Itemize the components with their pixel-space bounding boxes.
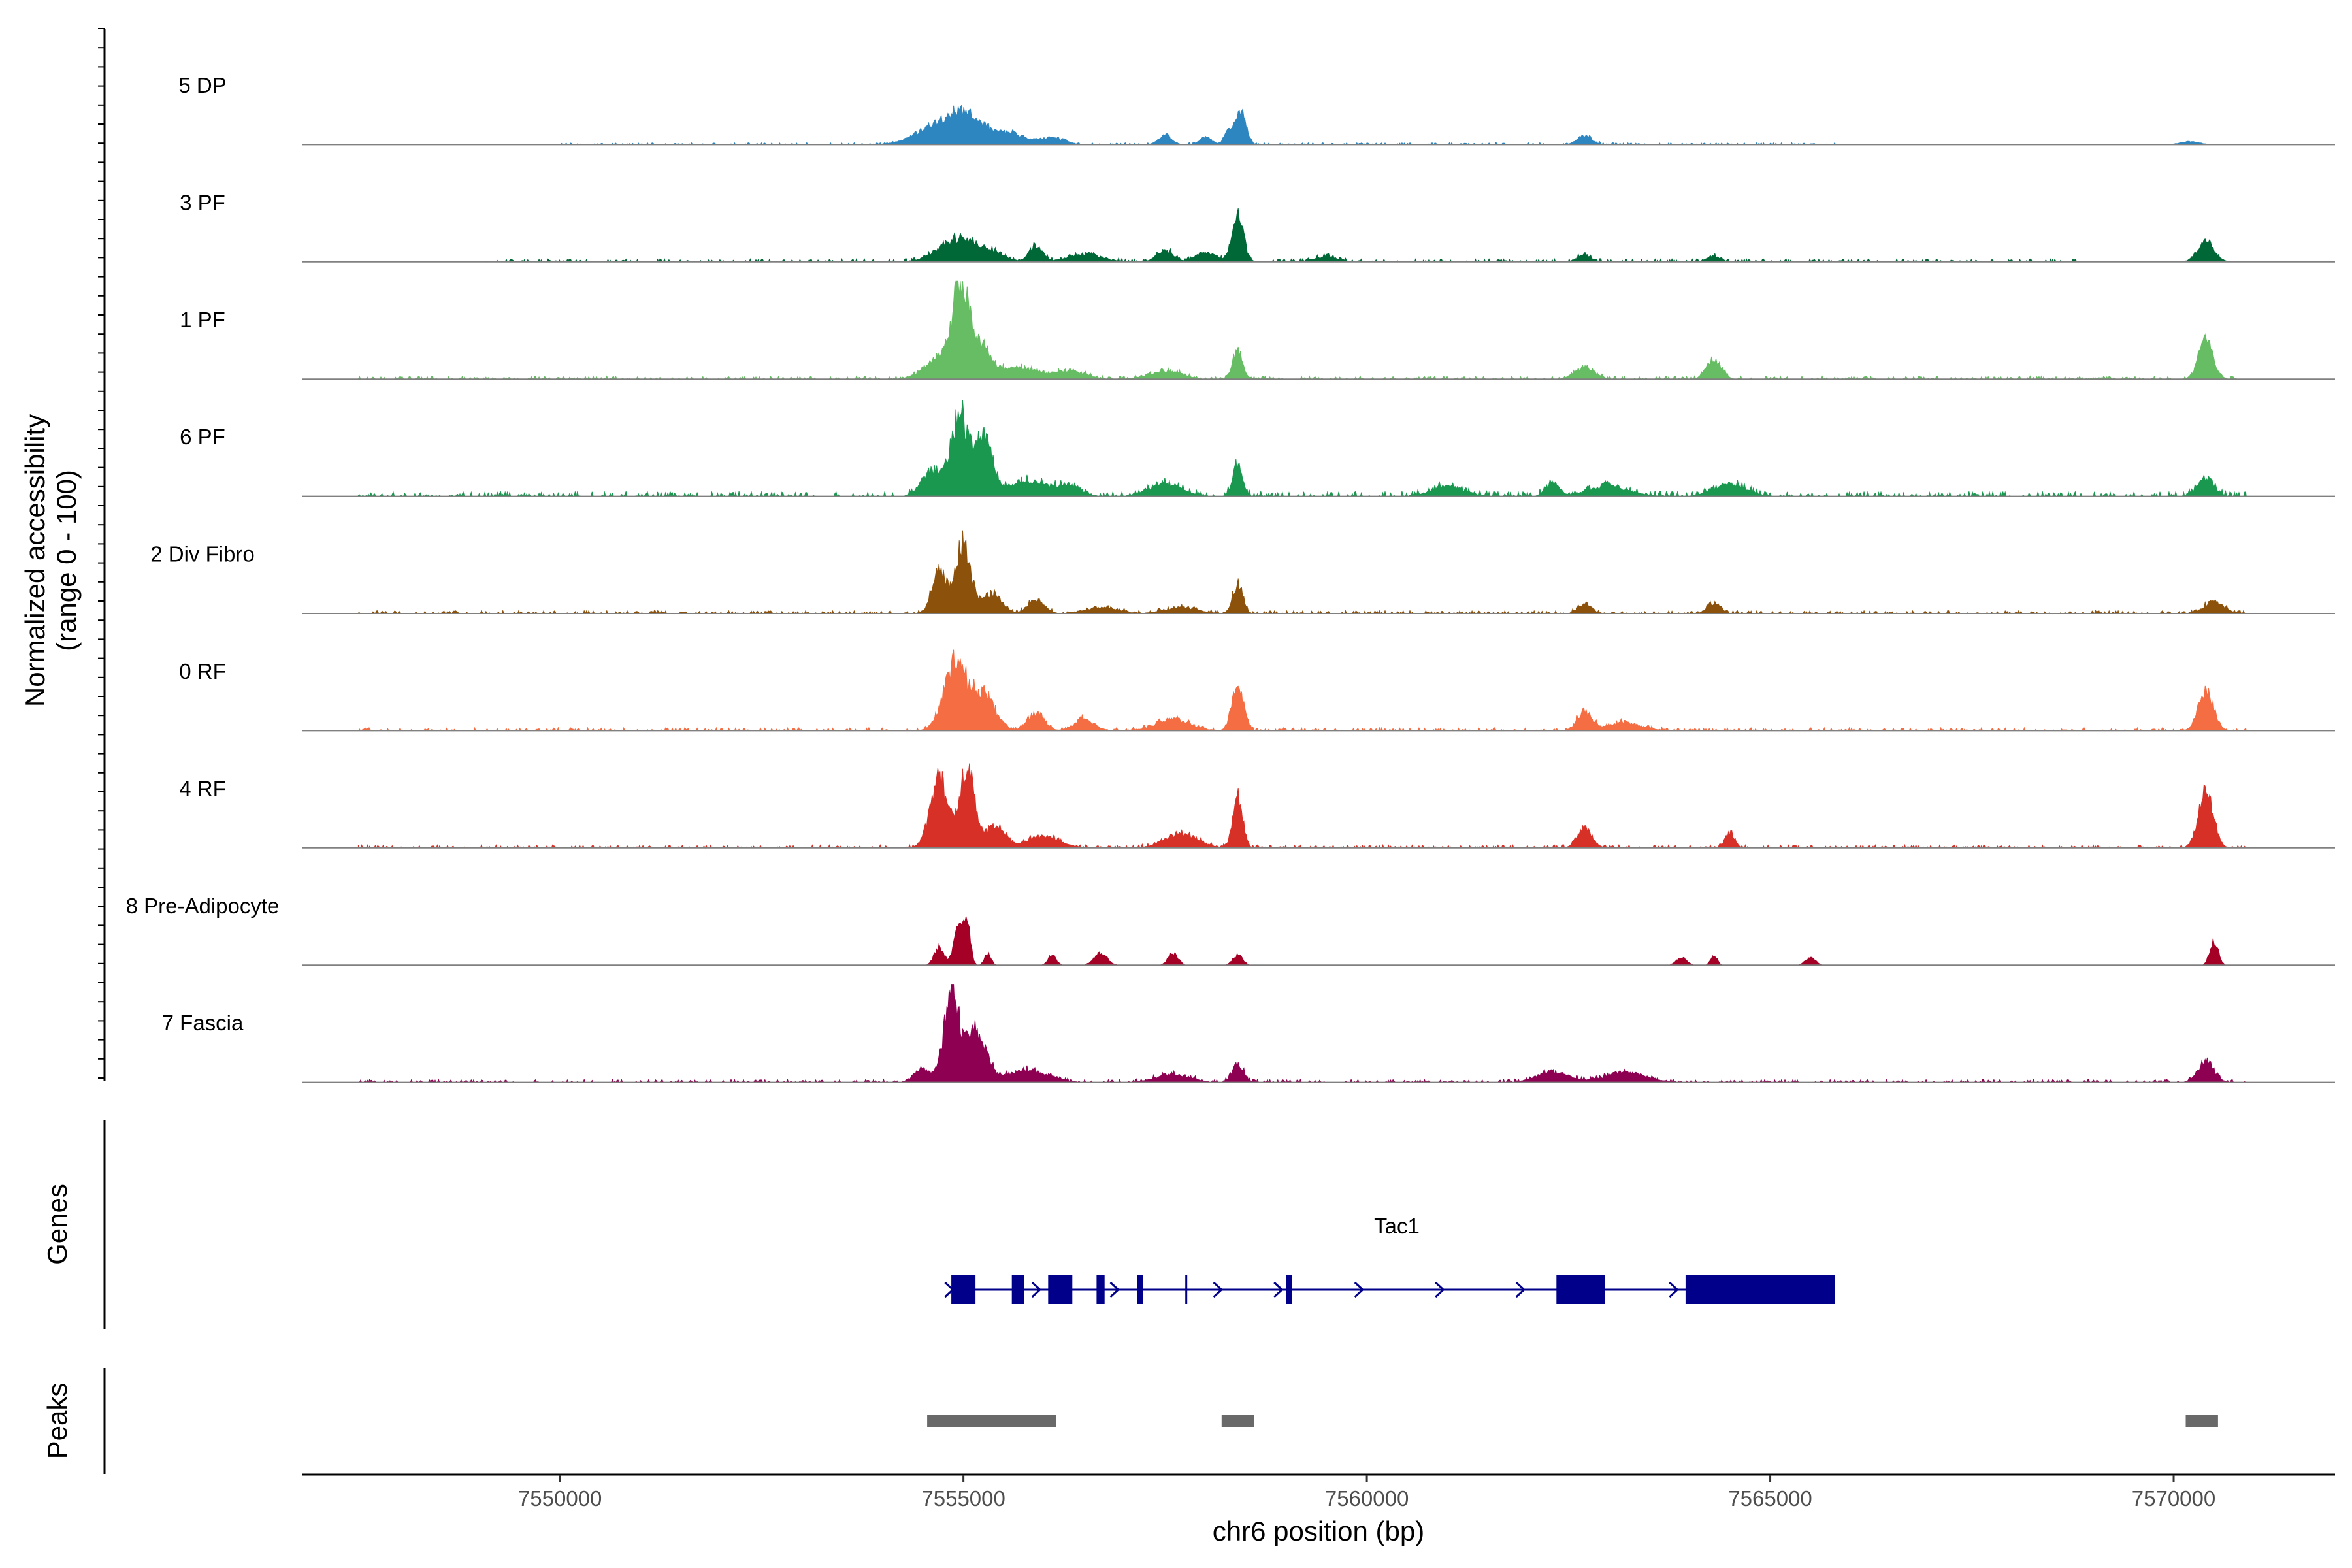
gene-exon <box>1048 1275 1073 1304</box>
x-axis-title: chr6 position (bp) <box>1213 1516 1425 1546</box>
gene-exon <box>1185 1275 1188 1304</box>
track-label: 5 DP <box>178 73 226 97</box>
strand-arrow-icon <box>1031 1281 1041 1298</box>
gene-exon <box>1096 1275 1105 1304</box>
track: 6 PF <box>180 400 2335 498</box>
track-label: 6 PF <box>180 425 225 449</box>
peaks-panel: Peaks <box>42 1368 2218 1474</box>
x-tick-label: 7565000 <box>1728 1486 1812 1511</box>
strand-arrow-icon <box>1273 1281 1284 1298</box>
strand-arrow-icon <box>1435 1281 1445 1298</box>
strand-arrow-icon <box>1213 1281 1223 1298</box>
track-label: 8 Pre-Adipocyte <box>126 894 280 918</box>
track-signal <box>357 530 2247 615</box>
gene-exon <box>1556 1275 1605 1304</box>
track: 3 PF <box>180 190 2335 263</box>
gene-exon <box>1011 1275 1024 1304</box>
gene-exon <box>1137 1275 1143 1304</box>
track-label: 3 PF <box>180 190 225 214</box>
gene-exon <box>951 1275 976 1304</box>
track: 4 RF <box>179 763 2335 849</box>
track-signal <box>358 984 2247 1083</box>
x-axis: 7550000 7555000 7560000 7565000 7570000 chr6… <box>302 1473 2335 1546</box>
track-signal <box>358 916 2247 966</box>
track: 1 PF <box>180 280 2335 380</box>
x-axis-ticks: 7550000 7555000 7560000 7565000 7570000 <box>518 1475 2215 1511</box>
gene-model <box>944 1275 1835 1304</box>
peak-region <box>1221 1415 1254 1427</box>
peaks-panel-title: Peaks <box>42 1383 73 1460</box>
track: 8 Pre-Adipocyte <box>126 894 2335 966</box>
gene-label: Tac1 <box>1374 1214 1420 1238</box>
genes-panel-title: Genes <box>42 1184 73 1265</box>
track: 2 Div Fibro <box>150 530 2335 615</box>
track-signal <box>357 649 2247 732</box>
track: 5 DP <box>178 73 2335 146</box>
strand-arrow-icon <box>1354 1281 1364 1298</box>
peak-regions <box>927 1415 2218 1427</box>
track-label: 4 RF <box>179 776 226 800</box>
genes-panel: Genes Tac1 <box>42 1120 1835 1329</box>
coverage-tracks: 5 DP 3 PF 1 PF 6 PF 2 Div Fibro 0 RF 4 RF 8 Pre… <box>126 73 2335 1083</box>
coverage-y-axis <box>98 28 106 1081</box>
y-axis-title-line-2: (range 0 - 100) <box>51 470 82 651</box>
x-tick-label: 7550000 <box>518 1486 602 1511</box>
track-signal <box>357 280 2247 380</box>
gene-exon <box>1685 1275 1835 1304</box>
strand-arrow-icon <box>1109 1281 1120 1298</box>
peak-region <box>2185 1415 2218 1427</box>
track-signal <box>357 763 2247 849</box>
track-signal <box>358 105 2247 146</box>
y-axis-title-line-1: Normalized accessibility <box>20 414 50 707</box>
peak-region <box>927 1415 1056 1427</box>
track: 7 Fascia <box>162 984 2335 1083</box>
strand-arrow-icon <box>1515 1281 1526 1298</box>
track-label: 7 Fascia <box>162 1011 244 1035</box>
strand-arrow-icon <box>1669 1281 1679 1298</box>
y-axis-title: Normalized accessibility (range 0 - 100) <box>20 414 82 707</box>
track-label: 0 RF <box>179 659 226 683</box>
x-tick-label: 7555000 <box>921 1486 1005 1511</box>
x-tick-label: 7560000 <box>1325 1486 1409 1511</box>
track-label: 1 PF <box>180 308 225 332</box>
track-signal <box>358 208 2247 263</box>
x-tick-label: 7570000 <box>2132 1486 2215 1511</box>
track-label: 2 Div Fibro <box>150 542 255 566</box>
gene-exon <box>1286 1275 1292 1304</box>
track-signal <box>357 400 2247 498</box>
track: 0 RF <box>179 649 2335 732</box>
